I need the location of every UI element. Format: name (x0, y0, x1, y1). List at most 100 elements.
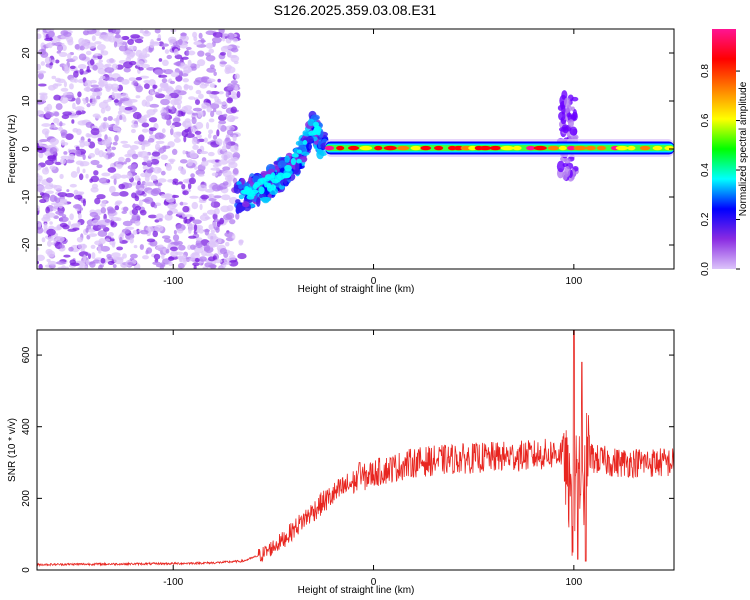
noise-blob (228, 259, 239, 267)
noise-blob (145, 250, 149, 255)
noise-blob (149, 89, 155, 96)
noise-blob (132, 111, 142, 120)
noise-blob (149, 42, 155, 49)
noise-blob (212, 108, 217, 113)
noise-blob (170, 246, 178, 252)
noise-blob (178, 38, 183, 46)
noise-blob (219, 51, 226, 56)
noise-blob (191, 252, 200, 256)
noise-blob (182, 190, 189, 196)
noise-blob (127, 262, 134, 266)
noise-blob (192, 31, 198, 38)
noise-blob (37, 164, 42, 171)
noise-blob (68, 246, 74, 252)
noise-blob (104, 67, 115, 73)
tone-peak (433, 145, 444, 151)
noise-blob (89, 95, 96, 100)
noise-blob (115, 116, 120, 124)
noise-blob (180, 32, 187, 37)
tone-peak (596, 145, 607, 151)
noise-blob (192, 107, 203, 112)
chirp-blob (306, 142, 312, 151)
noise-blob (197, 112, 202, 118)
noise-blob (58, 51, 68, 57)
noise-blob (150, 158, 160, 165)
noise-blob (91, 183, 99, 189)
noise-blob (236, 91, 241, 98)
noise-blob (139, 244, 144, 250)
snr-panel: -100 0 100 0 200 400 600 Height of straight li… (7, 329, 675, 596)
noise-blob (37, 146, 47, 154)
burst-blob (563, 97, 571, 109)
chirp-core (311, 130, 319, 135)
noise-blob (182, 205, 190, 213)
noise-blob (212, 221, 218, 228)
noise-blob (90, 127, 100, 136)
noise-blob (44, 159, 54, 166)
noise-blob (230, 106, 237, 114)
noise-blob (208, 224, 214, 230)
noise-blob (181, 73, 189, 77)
noise-blob (97, 137, 102, 142)
noise-blob (161, 43, 169, 47)
noise-blob (83, 86, 92, 92)
noise-blob (219, 101, 227, 106)
noise-blob (224, 231, 235, 238)
noise-blob (107, 232, 114, 237)
noise-blob (195, 121, 204, 130)
noise-blob (200, 194, 209, 200)
noise-blob (40, 61, 46, 66)
noise-blob (189, 152, 198, 159)
noise-blob (142, 255, 149, 260)
noise-blob (201, 105, 207, 110)
chirp-blob (238, 194, 245, 200)
noise-blob (135, 95, 141, 99)
noise-blob (222, 181, 229, 186)
noise-blob (189, 195, 199, 199)
tone-peak (359, 145, 373, 151)
noise-blob (141, 122, 150, 128)
noise-blob (217, 78, 221, 83)
noise-blob (61, 141, 69, 146)
noise-blob (205, 30, 216, 36)
noise-blob (82, 168, 86, 174)
noise-blob (144, 83, 150, 90)
noise-blob (141, 161, 148, 166)
spectrogram-ytick-label: -20 (21, 237, 32, 252)
chirp-blob (293, 168, 301, 175)
noise-blob (100, 202, 107, 208)
noise-blob (230, 145, 239, 153)
noise-blob (51, 59, 56, 63)
noise-blob (144, 155, 150, 159)
noise-blob (206, 209, 217, 215)
burst-blob (571, 111, 578, 121)
noise-blob (100, 257, 106, 264)
noise-blob (173, 131, 181, 139)
noise-blob (161, 78, 168, 83)
noise-blob (122, 143, 131, 149)
noise-blob (141, 99, 148, 107)
noise-blob (39, 138, 48, 143)
noise-blob (232, 134, 237, 142)
noise-blob (41, 237, 46, 243)
noise-blob (219, 217, 225, 225)
chirp-blob (235, 199, 241, 204)
noise-blob (131, 214, 141, 222)
figure-title: S126.2025.359.03.08.E31 (274, 2, 437, 18)
chirp-core (267, 183, 272, 189)
noise-blob (164, 213, 173, 221)
noise-blob (158, 218, 163, 222)
colorbar: 0.0 0.2 0.4 0.6 0.8 Normalized spectral ampl… (700, 29, 749, 276)
noise-blob (57, 266, 65, 269)
noise-blob (107, 256, 113, 261)
noise-blob (225, 91, 230, 98)
noise-blob (118, 105, 127, 113)
noise-blob (226, 50, 232, 58)
noise-blob (144, 53, 150, 58)
noise-blob (107, 208, 116, 214)
noise-blob (147, 138, 155, 143)
noise-blob (37, 29, 40, 32)
chirp-blob (241, 201, 250, 208)
noise-blob (161, 59, 169, 66)
noise-blob (192, 219, 202, 225)
